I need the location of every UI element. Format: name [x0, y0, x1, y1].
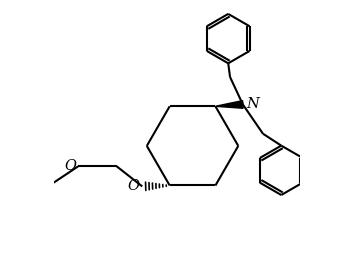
- Polygon shape: [216, 100, 243, 108]
- Text: N: N: [246, 96, 259, 110]
- Text: O: O: [64, 159, 76, 173]
- Text: O: O: [127, 179, 139, 193]
